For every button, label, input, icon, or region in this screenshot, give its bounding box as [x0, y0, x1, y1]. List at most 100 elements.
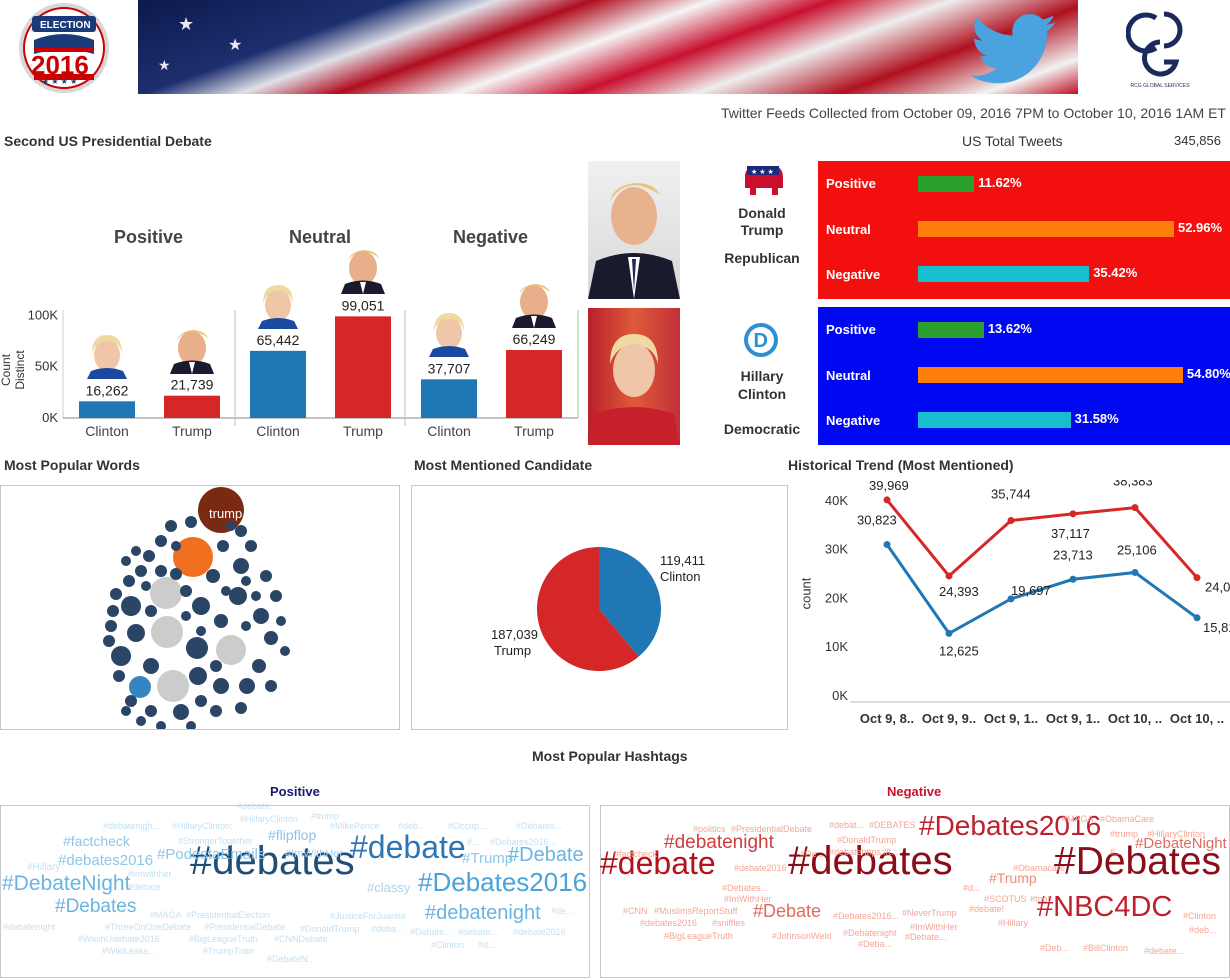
trend-value-label: 37,117 [1051, 526, 1090, 541]
hashtag: #debatenight [425, 902, 541, 924]
mentioned-title: Most Mentioned Candidate [414, 457, 593, 473]
hashtag: #BigLeagueTruth [189, 934, 258, 945]
debate-y-axis-label: Count Distinct [0, 350, 27, 390]
word-bubble [235, 702, 247, 714]
word-bubble [260, 570, 272, 582]
positive-value: 11.62% [978, 175, 1022, 190]
hashtag: #... [1110, 847, 1123, 858]
negative-hashtag-cloud [600, 805, 1230, 978]
negative-value: 31.58% [1074, 411, 1119, 426]
trend-line-chart: 0K 10K 20K 30K 40K Oct 9, 8.. Oct 9, 9.. Oct 9,… [825, 480, 1230, 726]
trend-point [883, 541, 891, 549]
trump-face-marker [510, 278, 558, 329]
negative-hashtags-title: Negative [887, 784, 942, 799]
word-bubble [155, 565, 167, 577]
words-bubble-chart [103, 487, 290, 729]
hashtag: #deb... [1189, 925, 1217, 936]
trump-photo [588, 161, 680, 299]
hashtag: #sniffles [712, 918, 745, 929]
hashtag: #DebateNight [2, 872, 131, 896]
y-tick-label: 100K [28, 307, 59, 322]
word-bubble [141, 581, 151, 591]
collection-note: Twitter Feeds Collected from October 09,… [720, 105, 1226, 121]
hashtag: #Debates2016... [833, 911, 900, 922]
hashtag: #politics [693, 824, 726, 835]
hashtag: #debate2016 [513, 927, 566, 938]
clinton-positive-label: Positive [826, 322, 876, 337]
hashtag: #debates2016 [58, 852, 154, 870]
hashtag: #debate... [458, 927, 499, 938]
word-bubble [280, 646, 290, 656]
hashtag: #SCOTUS [984, 894, 1027, 905]
bar-value-label: 99,051 [342, 297, 385, 313]
hashtag: #trump [1110, 829, 1139, 840]
svg-text:★: ★ [228, 37, 242, 54]
word-bubble [156, 721, 166, 729]
word-bubble [143, 658, 159, 674]
rcg-logo-text: RCG GLOBAL SERVICES [1130, 83, 1190, 89]
positive-bar [918, 322, 984, 338]
word-bubble [186, 721, 196, 729]
word-bubble [252, 659, 266, 673]
trend-point [1069, 575, 1077, 583]
word-bubble [241, 621, 251, 631]
hashtag: #DebateN... [267, 954, 316, 965]
hashtag: #imwithher [128, 869, 172, 880]
neutral-bar [918, 221, 1174, 237]
hashtag: #MAGA [150, 910, 182, 921]
hashtag: #StrongerTogether [178, 836, 253, 847]
y-tick-label: 40K [825, 493, 848, 508]
hashtag: #HillaryClinton: [172, 821, 233, 832]
hashtag: #Debate [753, 900, 822, 921]
trend-value-label: 19,697 [1011, 583, 1051, 598]
trend-point [945, 572, 953, 580]
word-bubble [185, 516, 197, 528]
word-bubble [245, 540, 257, 552]
word-bubble [195, 695, 207, 707]
clinton-name-line2: Clinton [737, 386, 787, 402]
trend-value-label: 38,383 [1113, 480, 1153, 489]
word-bubble [127, 624, 145, 642]
word-bubble [210, 660, 222, 672]
trend-point [1007, 517, 1015, 525]
trump-name-line1: Donald [738, 205, 786, 221]
election-2016-logo: ★ ★ ★ ★ ELECTION 2016 [18, 2, 110, 94]
debate-bar-chart: 0K 50K 100K 16,262 Clinton 21,739 Trump 65,442 C… [28, 297, 579, 439]
bar-clinton [250, 350, 306, 418]
bar-clinton [421, 379, 477, 418]
hashtag: #BigLeagueTruth [664, 931, 733, 942]
positive-bar [918, 176, 975, 192]
hashtag: #de... [551, 906, 574, 917]
hashtag: #deba... [371, 924, 404, 935]
word-bubble [125, 695, 137, 707]
x-tick-label: Oct 10, .. [1108, 711, 1162, 726]
positive-hashtag-cloud [0, 805, 590, 978]
hashtag: #DEBATES [869, 820, 916, 831]
clinton-face-marker [254, 279, 302, 329]
word-bubble [192, 597, 210, 615]
election-badge-top: ELECTION [40, 20, 91, 31]
hashtag: #CNNDebate [274, 934, 328, 945]
group-title-negative: Negative [453, 227, 529, 247]
negative-bar [918, 412, 1071, 428]
hashtag: #debatenight: [3, 922, 58, 933]
y-tick-label: 0K [42, 410, 58, 425]
word-bubble [206, 569, 220, 583]
word-bubble [189, 667, 207, 685]
hashtag: #Hillary [998, 918, 1029, 929]
word-bubble [113, 670, 125, 682]
hashtag: #debate [128, 882, 161, 893]
word-bubble [165, 520, 177, 532]
neutral-value: 54.80% [1186, 366, 1230, 381]
pie-label-name: Trump [494, 643, 531, 658]
hashtag: #NBC4DC [1037, 891, 1173, 924]
word-bubble [151, 616, 183, 648]
word-bubble [253, 608, 269, 624]
hashtag: #debatenigh... [103, 821, 161, 832]
pie-label-value: 119,411 [660, 553, 705, 568]
word-bubble [123, 575, 135, 587]
trump-face-marker [168, 324, 216, 374]
trump-neutral-label: Neutral [826, 222, 871, 237]
hashtag: #debate [350, 828, 466, 865]
